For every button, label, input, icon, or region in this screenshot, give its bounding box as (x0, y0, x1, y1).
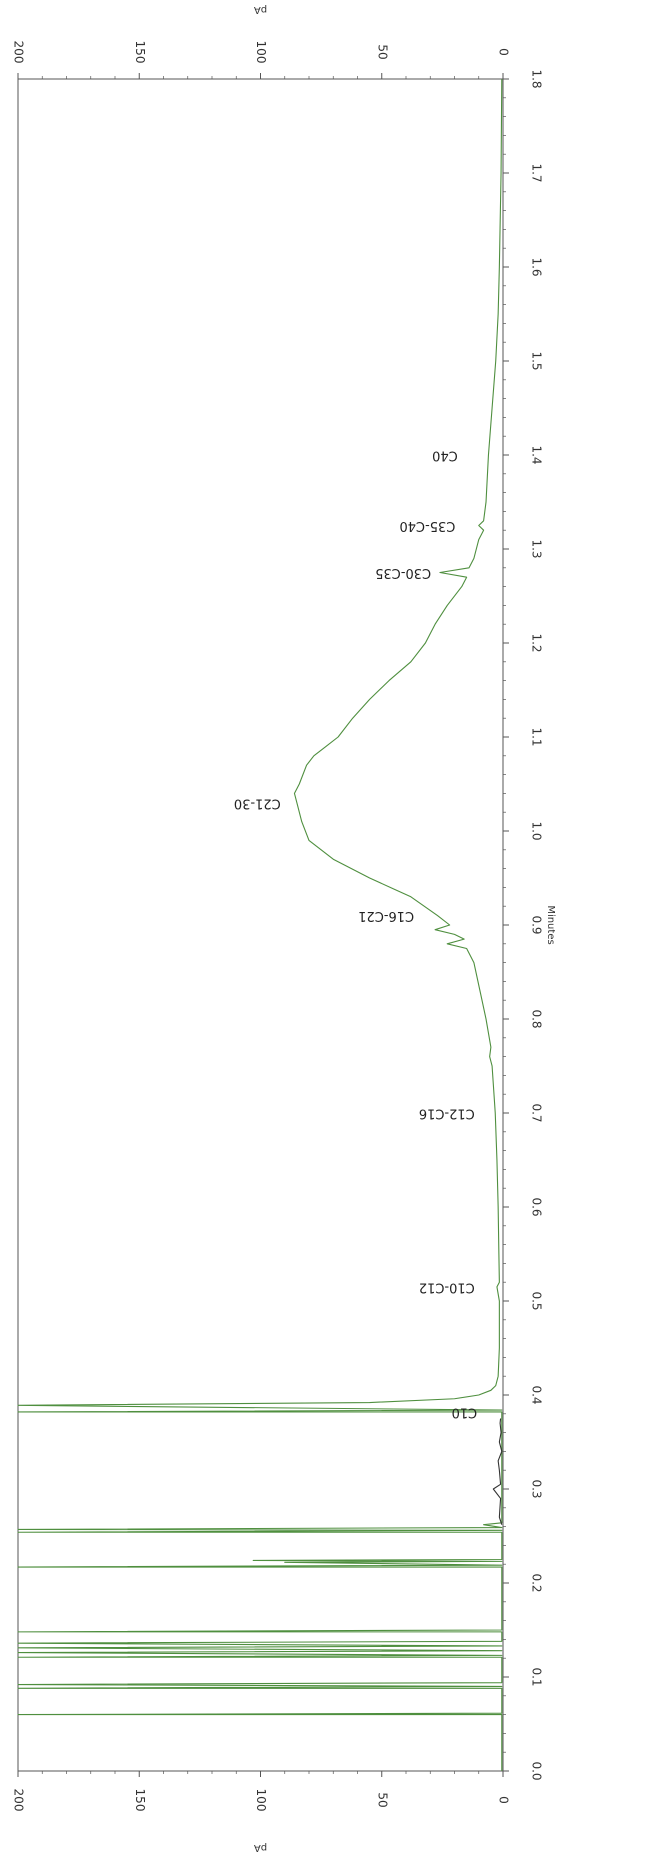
y-tick-label-bottom: 100 (254, 1789, 268, 1812)
series-line-1 (492, 1418, 503, 1525)
y-tick-label-top: 200 (12, 41, 26, 64)
x-tick-label: 0.9 (530, 915, 544, 934)
y-axis-title-top: pA (254, 4, 267, 15)
x-tick-label: 1.5 (530, 351, 544, 370)
peak-label: C10-C12 (419, 1279, 475, 1294)
y-tick-label-bottom: 50 (375, 1792, 389, 1807)
y-tick-label-top: 150 (133, 41, 147, 64)
peak-label: C30-C35 (375, 565, 431, 580)
y-tick-label-bottom: 150 (133, 1789, 147, 1812)
x-tick-label: 0.5 (530, 1291, 544, 1310)
y-axis-title-bottom: pA (254, 1842, 267, 1853)
y-tick-label-top: 100 (254, 41, 268, 64)
x-tick-label: 0.7 (530, 1103, 544, 1122)
x-tick-label: 0.0 (530, 1761, 544, 1780)
x-tick-label: 1.0 (530, 821, 544, 840)
y-tick-label-top: 50 (375, 44, 389, 59)
x-tick-label: 0.8 (530, 1009, 544, 1028)
peak-label: C35-C40 (399, 518, 455, 533)
x-tick-label: 1.2 (530, 633, 544, 652)
peak-label: C10 (452, 1404, 478, 1419)
x-tick-label: 0.4 (530, 1385, 544, 1404)
peak-label: C21-30 (234, 795, 281, 810)
peak-label: C12-C16 (419, 1106, 475, 1121)
x-tick-label: 0.3 (530, 1479, 544, 1498)
x-tick-label: 1.4 (530, 445, 544, 464)
plot-frame (17, 78, 504, 1772)
peak-label: C40 (432, 448, 458, 463)
peak-label: C16-C21 (358, 908, 414, 923)
x-tick-label: 0.6 (530, 1197, 544, 1216)
x-tick-label: 1.6 (530, 257, 544, 276)
x-tick-label: 1.1 (530, 727, 544, 746)
y-tick-label-bottom: 0 (497, 1796, 511, 1804)
x-tick-label: 0.2 (530, 1573, 544, 1592)
series-line-0 (17, 78, 503, 1771)
x-tick-label: 1.7 (530, 163, 544, 182)
x-axis-title: Minutes (545, 905, 556, 944)
y-tick-label-top: 0 (497, 48, 511, 56)
x-tick-label: 0.1 (530, 1667, 544, 1686)
x-tick-label: 1.3 (530, 539, 544, 558)
x-tick-label: 1.8 (530, 69, 544, 88)
y-tick-label-bottom: 200 (12, 1789, 26, 1812)
